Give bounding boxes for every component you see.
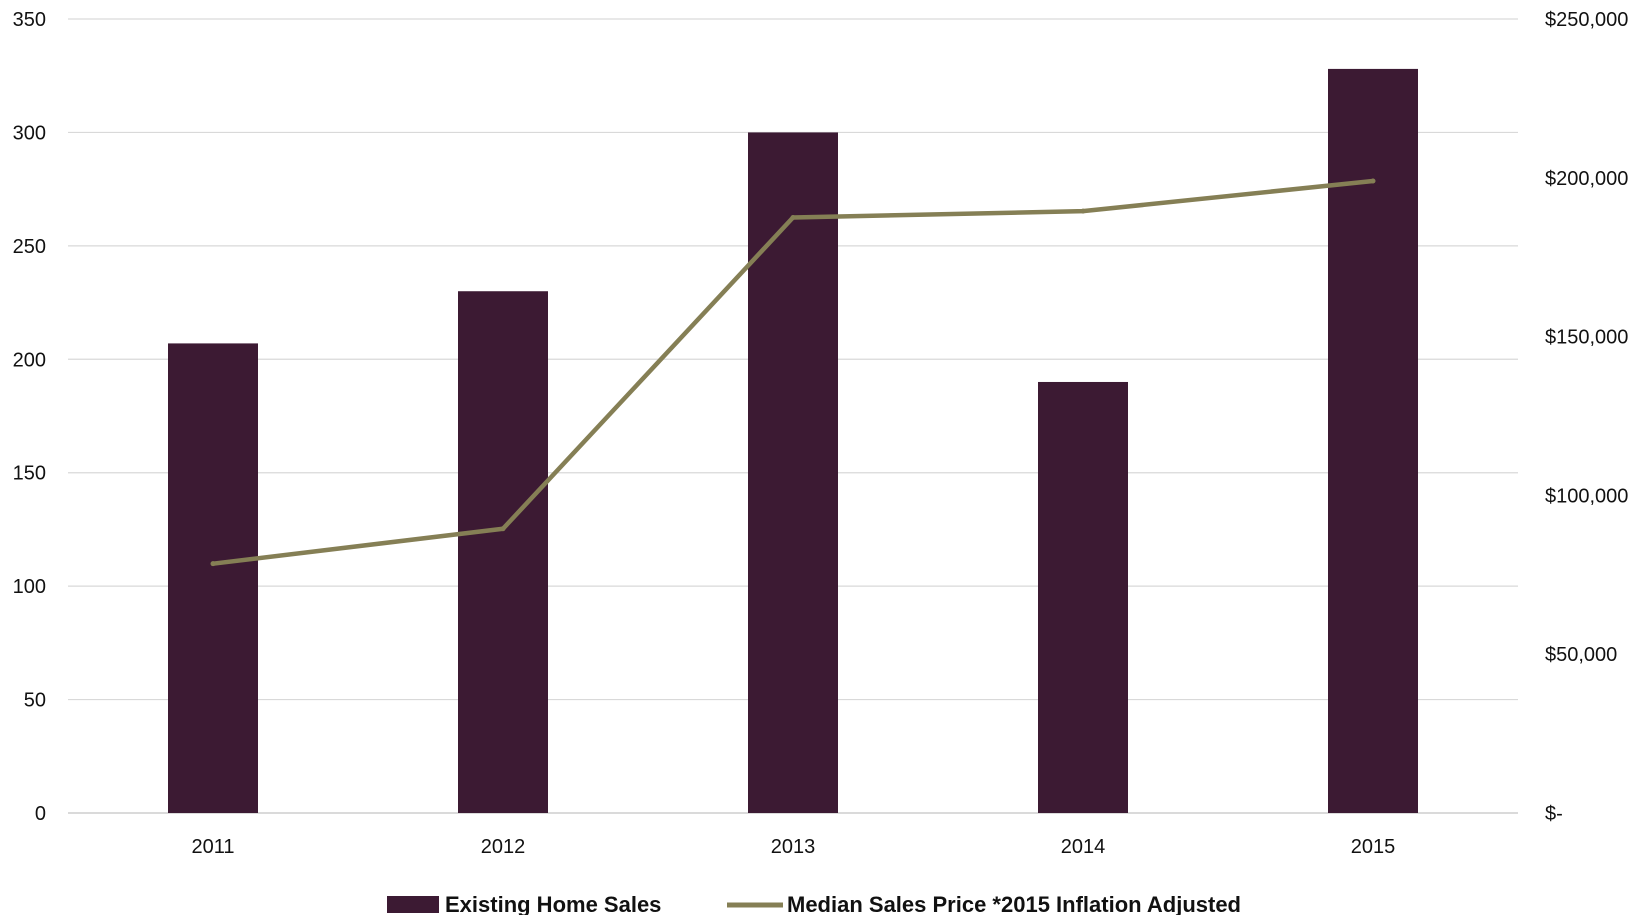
bar-2015 [1328,68,1418,813]
bar-2012 [458,291,548,813]
right-axis-ticks: $- $50,000 $100,000 $150,000 $200,000 $250,00… [1545,9,1628,825]
left-tick-label: 250 [13,236,46,258]
legend-label-line: Median Sales Price *2015 Inflation Adjus… [787,892,1241,915]
line-series-median-sales-price [210,178,1376,567]
line-point-2013 [790,215,796,220]
bar-series-existing-home-sales [168,68,1418,813]
right-tick-label: $- [1545,803,1563,825]
x-axis-ticks: 2011 2012 2013 2014 2015 [191,836,1395,858]
left-tick-label: 100 [13,576,46,598]
right-tick-label: $100,000 [1545,485,1628,507]
right-tick-label: $200,000 [1545,168,1628,190]
line-point-2014 [1080,208,1086,214]
x-tick-label: 2011 [191,836,234,858]
legend-swatch-bar [387,896,439,913]
legend: Existing Home Sales Median Sales Price *2… [387,892,1241,915]
left-tick-label: 350 [13,9,46,31]
left-tick-label: 0 [35,803,46,825]
right-tick-label: $250,000 [1545,9,1628,31]
x-tick-label: 2012 [481,836,526,858]
right-tick-label: $50,000 [1545,644,1617,666]
bar-2011 [168,343,258,813]
line-point-2015 [1370,178,1376,184]
x-tick-label: 2013 [771,836,816,858]
left-tick-label: 200 [13,349,46,371]
left-tick-label: 300 [13,122,46,144]
bar-2014 [1038,381,1128,813]
line-point-2011 [210,561,216,567]
x-tick-label: 2014 [1061,836,1106,858]
left-axis-ticks: 0 50 100 150 200 250 300 350 [13,9,46,825]
left-tick-label: 150 [13,463,46,485]
left-tick-label: 50 [24,690,46,712]
bar-2013 [748,132,838,813]
legend-label-bar: Existing Home Sales [445,892,661,915]
right-tick-label: $150,000 [1545,327,1628,349]
x-tick-label: 2015 [1351,836,1396,858]
line-point-2012 [500,526,506,532]
